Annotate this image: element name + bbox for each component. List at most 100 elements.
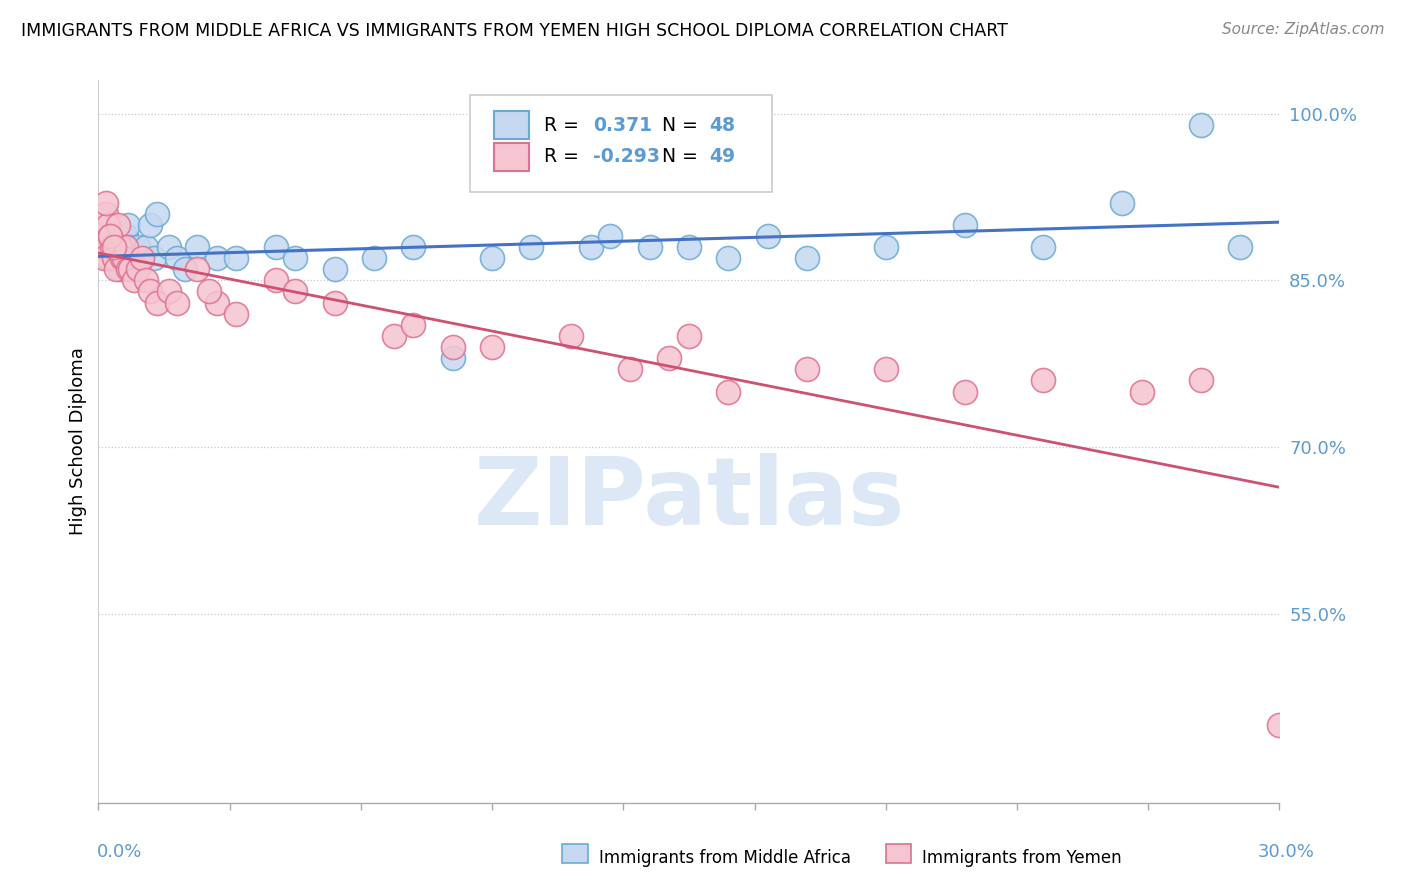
Point [101, 240, 124, 254]
Point [520, 240, 543, 254]
Point [638, 240, 661, 254]
Point [481, 251, 503, 265]
Point [146, 207, 169, 221]
Point [122, 273, 145, 287]
Point [91, 240, 114, 254]
Point [225, 251, 247, 265]
Point [107, 240, 129, 254]
Point [186, 262, 208, 277]
Text: 49: 49 [709, 147, 735, 167]
Point [112, 240, 135, 254]
Point [117, 262, 139, 277]
Text: N =: N = [650, 147, 704, 167]
Point [97, 218, 120, 232]
Point [96, 207, 118, 221]
Text: R =: R = [544, 147, 585, 167]
Point [363, 251, 385, 265]
Point [875, 362, 897, 376]
Point [122, 262, 145, 277]
Point [108, 240, 131, 254]
Point [103, 251, 125, 265]
Point [717, 384, 740, 399]
Point [796, 251, 818, 265]
Point [138, 285, 160, 299]
Point [105, 251, 128, 265]
Text: 48: 48 [709, 116, 735, 135]
Point [225, 307, 247, 321]
Point [875, 240, 897, 254]
Point [166, 251, 188, 265]
Point [599, 228, 621, 243]
Point [131, 251, 153, 265]
Point [112, 251, 135, 265]
Point [481, 340, 503, 354]
Point [127, 262, 149, 277]
Point [142, 251, 165, 265]
Point [264, 273, 287, 287]
Point [103, 240, 125, 254]
FancyBboxPatch shape [494, 112, 530, 139]
Point [96, 195, 118, 210]
Point [138, 218, 160, 232]
Point [382, 329, 405, 343]
Point [560, 329, 582, 343]
Point [402, 240, 425, 254]
Point [441, 340, 464, 354]
Point [1032, 240, 1054, 254]
Point [166, 295, 188, 310]
Point [111, 251, 134, 265]
Point [97, 251, 120, 265]
Point [796, 362, 818, 376]
Point [678, 240, 700, 254]
Point [93, 251, 115, 265]
Point [284, 251, 307, 265]
Point [953, 384, 976, 399]
Point [953, 218, 976, 232]
Point [1268, 718, 1291, 732]
Point [186, 240, 208, 254]
Point [117, 218, 139, 232]
Point [1032, 373, 1054, 387]
Point [205, 251, 228, 265]
Text: 30.0%: 30.0% [1258, 843, 1315, 861]
Point [115, 228, 138, 243]
Point [1189, 373, 1212, 387]
Text: N =: N = [650, 116, 704, 135]
Point [135, 240, 157, 254]
Point [1130, 384, 1153, 399]
FancyBboxPatch shape [471, 95, 772, 193]
Point [127, 240, 149, 254]
Point [98, 228, 121, 243]
Point [678, 329, 700, 343]
Point [1229, 240, 1251, 254]
Point [441, 351, 464, 366]
Point [717, 251, 740, 265]
Point [658, 351, 681, 366]
Text: 0.371: 0.371 [593, 116, 652, 135]
Point [103, 228, 125, 243]
Point [125, 251, 148, 265]
Point [157, 240, 180, 254]
Point [131, 251, 153, 265]
Text: IMMIGRANTS FROM MIDDLE AFRICA VS IMMIGRANTS FROM YEMEN HIGH SCHOOL DIPLOMA CORRE: IMMIGRANTS FROM MIDDLE AFRICA VS IMMIGRA… [21, 22, 1008, 40]
Text: ZIPatlas: ZIPatlas [474, 453, 904, 545]
Text: Immigrants from Yemen: Immigrants from Yemen [922, 849, 1122, 867]
Point [108, 262, 131, 277]
Point [98, 240, 121, 254]
Point [264, 240, 287, 254]
Point [121, 251, 143, 265]
Point [157, 285, 180, 299]
Point [323, 295, 346, 310]
Point [135, 273, 157, 287]
FancyBboxPatch shape [494, 143, 530, 170]
Point [1189, 118, 1212, 132]
Text: -0.293: -0.293 [593, 147, 661, 167]
Point [118, 240, 141, 254]
Text: R =: R = [544, 116, 585, 135]
Point [756, 228, 779, 243]
Text: Source: ZipAtlas.com: Source: ZipAtlas.com [1222, 22, 1385, 37]
Point [107, 218, 129, 232]
Point [146, 295, 169, 310]
Point [174, 262, 197, 277]
Point [323, 262, 346, 277]
